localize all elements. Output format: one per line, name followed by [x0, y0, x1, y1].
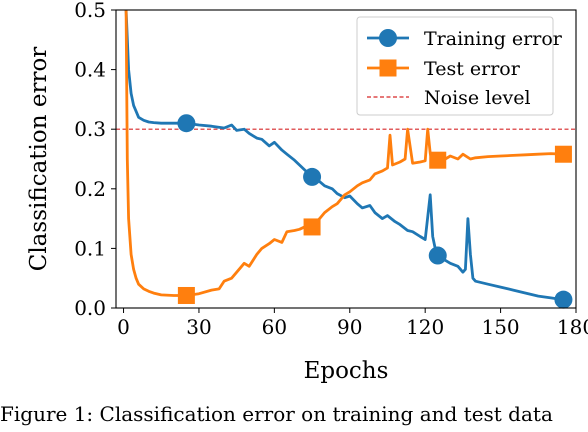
- training-error-marker: [303, 167, 322, 186]
- x-tick-label: 60: [262, 315, 287, 339]
- test-error-marker: [303, 218, 321, 236]
- x-tick-label: 0: [117, 315, 130, 339]
- y-axis-label: Classification error: [26, 47, 52, 272]
- legend-label-training-error: Training error: [424, 28, 563, 50]
- test-error-marker: [429, 151, 447, 169]
- y-tick-label: 0.3: [74, 117, 106, 141]
- legend-marker-test-error: [379, 59, 397, 77]
- legend-label-test-error: Test error: [424, 58, 521, 80]
- x-tick-label: 150: [481, 315, 519, 339]
- test-error-marker: [177, 286, 195, 304]
- marker-layer: [177, 114, 573, 309]
- plot-frame: [115, 9, 577, 309]
- y-tick-label: 0.4: [74, 58, 106, 82]
- legend: Training error Test error Noise level: [356, 16, 563, 116]
- legend-label-noise-level: Noise level: [424, 87, 531, 109]
- classification-error-chart: 0 30 60 90 120 150 180 0.0 0.1 0.2 0.3 0.4 0.5 Epoch…: [26, 0, 588, 384]
- x-tick-label: 90: [337, 315, 362, 339]
- training-error-marker: [554, 290, 573, 309]
- figure-caption: Figure 1: Classification error on traini…: [0, 402, 553, 426]
- x-tick-label: 120: [406, 315, 444, 339]
- y-tick-label: 0.0: [74, 296, 106, 320]
- legend-box: [356, 16, 554, 116]
- y-tick-label: 0.5: [74, 0, 106, 22]
- training-error-marker: [177, 114, 196, 133]
- y-tick-label: 0.1: [74, 236, 106, 260]
- axis-layer: 0 30 60 90 120 150 180 0.0 0.1 0.2 0.3 0.4 0.5: [74, 0, 588, 339]
- x-tick-label: 180: [557, 315, 588, 339]
- legend-marker-training-error: [379, 29, 397, 47]
- test-error-marker: [554, 145, 572, 163]
- x-axis-label: Epochs: [304, 358, 389, 384]
- y-tick-label: 0.2: [74, 177, 106, 201]
- x-tick-label: 30: [186, 315, 211, 339]
- training-error-marker: [428, 246, 447, 265]
